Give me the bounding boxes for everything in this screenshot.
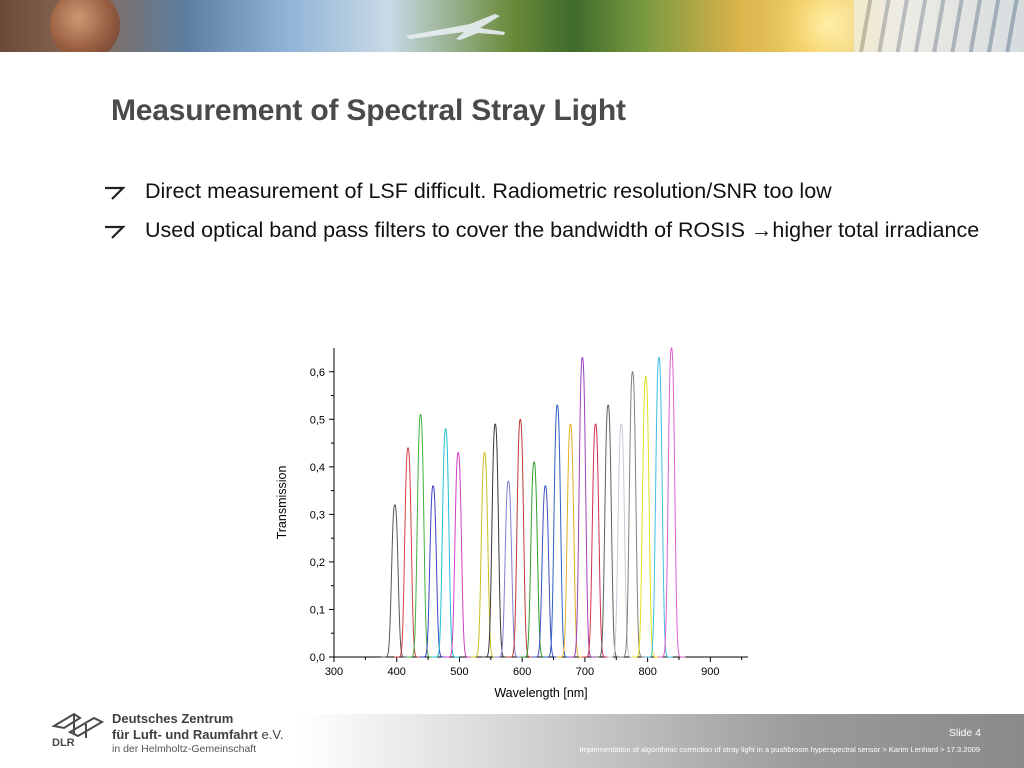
bullet-item: Used optical band pass filters to cover …: [103, 215, 983, 245]
header-banner-image: [0, 0, 1024, 52]
filter-transmission-curve: [444, 451, 472, 658]
x-tick-label: 300: [325, 666, 343, 678]
filter-transmission-curve: [531, 485, 560, 658]
x-tick-label: 600: [513, 666, 531, 678]
solar-panels-image: [854, 0, 1024, 52]
org-name-line2: für Luft- und Raumfahrt e.V.: [112, 727, 283, 742]
filter-transmission-curve: [594, 404, 622, 658]
x-tick-label: 800: [638, 666, 656, 678]
bullet-list: Direct measurement of LSF difficult. Rad…: [103, 176, 983, 254]
filter-transmission-curve: [556, 423, 585, 658]
org-ev: e.V.: [261, 727, 284, 742]
dlr-logo-text: DLR: [52, 737, 75, 748]
filter-transmission-curve: [581, 423, 610, 658]
slide-title: Measurement of Spectral Stray Light: [111, 94, 626, 127]
filter-transmission-curve: [657, 347, 686, 658]
footer: DLR Deutsches Zentrum für Luft- und Raum…: [0, 708, 1024, 768]
filter-transmission-curve: [406, 413, 435, 658]
filter-transmission-curve: [481, 423, 510, 658]
bullet-item: Direct measurement of LSF difficult. Rad…: [103, 176, 983, 206]
filter-transmission-curve: [618, 371, 647, 658]
x-tick-label: 700: [576, 666, 594, 678]
x-axis-label: Wavelength [nm]: [494, 686, 587, 700]
filter-transmission-curve: [494, 480, 523, 658]
filter-transmission-curve: [431, 428, 460, 658]
transmission-chart: 300 400 500 600 700 800 900 0,0 0,1 0,2 0,3 0,4 0,5 0…: [275, 347, 748, 700]
x-tick-label: 500: [450, 666, 468, 678]
org-affiliation: in der Helmholtz-Gemeinschaft: [112, 743, 257, 755]
filter-transmission-curve: [381, 504, 409, 658]
y-axis-label: Transmission: [275, 466, 289, 540]
filter-transmission-curve: [631, 375, 660, 658]
aircraft-image: [405, 14, 505, 40]
x-tick-label: 900: [701, 666, 719, 678]
filter-transmission-curve: [394, 447, 422, 658]
bullet-text: Direct measurement of LSF difficult. Rad…: [145, 179, 832, 203]
filter-transmission-curve: [520, 461, 548, 658]
filter-transmission-curve: [543, 404, 572, 658]
y-tick-label: 0,5: [310, 414, 325, 426]
y-tick-label: 0,1: [310, 604, 325, 616]
x-tick-label: 400: [388, 666, 406, 678]
arrow-bullet-icon: [105, 186, 126, 200]
y-tick-label: 0,3: [310, 509, 325, 521]
filter-transmission-curve: [645, 356, 673, 658]
y-tick-label: 0,0: [310, 652, 325, 664]
filter-transmission-curve: [568, 356, 597, 658]
dlr-logo-icon: DLR: [51, 712, 105, 748]
planet-image: [50, 0, 120, 52]
filter-transmission-curve: [506, 418, 535, 658]
org-name-text: für Luft- und Raumfahrt: [112, 727, 258, 742]
footer-info: Implementation of algorithmic correction…: [579, 745, 980, 754]
y-tick-label: 0,6: [310, 367, 325, 379]
filter-transmission-curve: [419, 485, 447, 658]
org-name-line1: Deutsches Zentrum: [112, 711, 234, 726]
footer-bar: [300, 714, 1024, 768]
filter-transmission-curve: [607, 423, 636, 658]
y-tick-label: 0,2: [310, 557, 325, 569]
filter-transmission-curve: [470, 451, 499, 658]
arrow-bullet-icon: [105, 225, 126, 239]
y-tick-label: 0,4: [310, 462, 325, 474]
slide-number: Slide 4: [948, 727, 981, 739]
bullet-text: Used optical band pass filters to cover …: [145, 218, 980, 242]
